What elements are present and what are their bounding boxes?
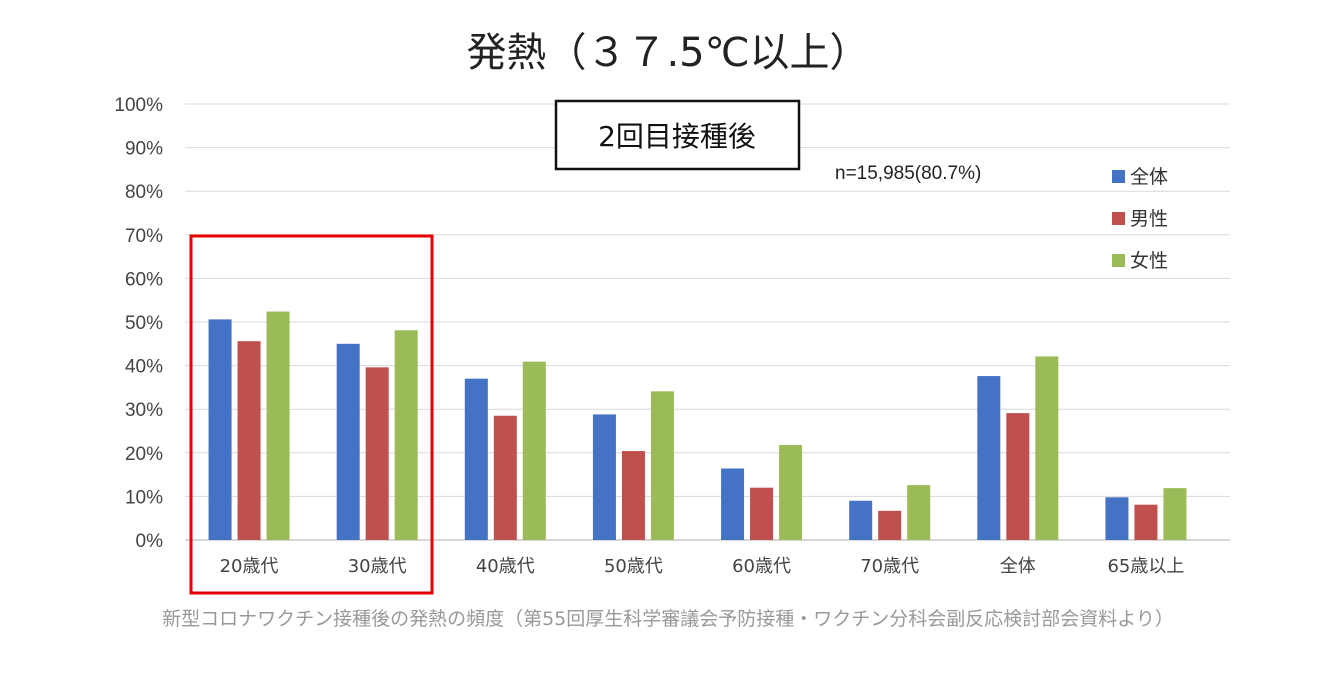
y-axis-ticks: 0% 10% 20% 30% 40% 50% 60% 70% 80% 90% 100% (114, 95, 163, 552)
bar-女性-60歳代 (779, 444, 803, 540)
bar-女性-全体 (1035, 356, 1059, 540)
bar-全体-65歳以上 (1105, 497, 1129, 540)
y-tick-label: 10% (125, 487, 163, 508)
subtitle-box (554, 99, 801, 171)
bar-男性-50歳代 (621, 451, 645, 540)
x-tick-label: 40歳代 (476, 556, 535, 577)
y-tick-label: 20% (125, 444, 163, 465)
x-tick-label: 50歳代 (604, 556, 663, 577)
bar-全体-30歳代 (336, 343, 360, 540)
bar-全体-70歳代 (849, 500, 873, 540)
x-tick-label: 20歳代 (220, 556, 279, 577)
x-tick-label: 30歳代 (348, 556, 407, 577)
y-tick-label: 50% (125, 313, 163, 334)
bar-男性-全体 (1006, 413, 1030, 540)
y-tick-label: 80% (125, 182, 163, 203)
legend-label-男性: 男性 (1130, 208, 1168, 230)
bar-男性-20歳代 (237, 341, 261, 540)
highlight-box-20s-30s (189, 234, 434, 595)
legend-swatch-全体 (1112, 170, 1125, 183)
y-tick-label: 60% (125, 269, 163, 290)
bar-女性-40歳代 (522, 361, 546, 540)
bar-女性-20歳代 (266, 311, 290, 540)
bar-男性-30歳代 (365, 367, 389, 540)
bar-全体-全体 (977, 376, 1001, 540)
sample-size-note: n=15,985(80.7%) (835, 163, 981, 184)
y-tick-label: 90% (125, 139, 163, 160)
chart-title: 発熱（３７.5℃以上） (466, 30, 869, 76)
bar-全体-40歳代 (464, 378, 488, 540)
y-tick-label: 30% (125, 400, 163, 421)
bar-男性-65歳以上 (1134, 504, 1158, 540)
y-tick-label: 70% (125, 226, 163, 247)
bar-男性-40歳代 (493, 415, 517, 540)
y-tick-label: 100% (114, 95, 163, 116)
subtitle: 2回目接種後 (598, 120, 756, 153)
x-tick-label: 全体 (1000, 556, 1036, 577)
legend-swatch-男性 (1112, 212, 1125, 225)
bar-女性-70歳代 (907, 485, 931, 540)
fever-bar-chart: 発熱（３７.5℃以上） 0% 10% 20% 30% 40% 50% 60% 70% 80% 90… (114, 30, 1230, 595)
legend-label-女性: 女性 (1130, 250, 1168, 272)
x-tick-label: 70歳代 (860, 556, 919, 577)
legend-swatch-女性 (1112, 254, 1125, 267)
legend-label-全体: 全体 (1130, 166, 1168, 188)
bars (208, 311, 1187, 540)
bar-女性-30歳代 (394, 330, 418, 540)
bar-全体-60歳代 (721, 468, 745, 540)
x-tick-label: 65歳以上 (1107, 556, 1184, 577)
bar-男性-60歳代 (750, 487, 774, 540)
y-tick-label: 40% (125, 357, 163, 378)
bar-女性-65歳以上 (1163, 488, 1187, 540)
y-tick-label: 0% (136, 531, 164, 552)
bar-男性-70歳代 (878, 510, 902, 540)
bar-全体-50歳代 (592, 414, 616, 540)
x-axis-ticks: 20歳代 30歳代 40歳代 50歳代 60歳代 70歳代 全体 65歳以上 (220, 556, 1185, 577)
x-tick-label: 60歳代 (732, 556, 791, 577)
figure-caption: 新型コロナワクチン接種後の発熱の頻度（第55回厚生科学審議会予防接種・ワクチン分… (162, 608, 1174, 630)
bar-女性-50歳代 (650, 391, 674, 540)
bar-全体-20歳代 (208, 319, 232, 540)
